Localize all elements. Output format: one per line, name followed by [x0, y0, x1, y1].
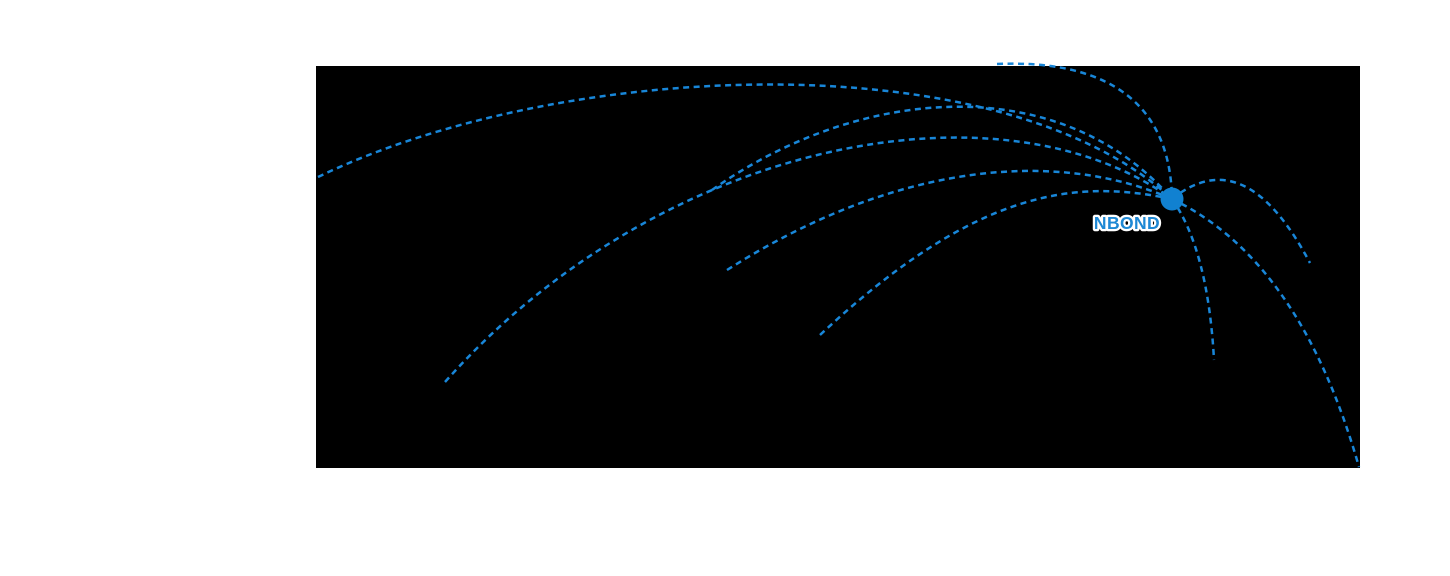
node-nbond[interactable] — [1160, 187, 1184, 211]
edge-down-right-long[interactable] — [1171, 197, 1361, 468]
edge-top[interactable] — [996, 62, 1174, 200]
edge-mid-left-lower[interactable] — [819, 189, 1173, 336]
edge-bottom-left[interactable] — [444, 136, 1173, 383]
edge-mid-left-upper[interactable] — [711, 105, 1173, 200]
edge-down-steep[interactable] — [1170, 198, 1216, 361]
edge-right-arc[interactable] — [1171, 178, 1312, 264]
edge-far-left[interactable] — [317, 83, 1173, 200]
edges-group — [317, 62, 1361, 468]
edge-mid-left-middle[interactable] — [726, 169, 1173, 272]
node-nbond-label[interactable]: NBOND — [1092, 211, 1162, 236]
graph-canvas-background — [316, 66, 1360, 468]
